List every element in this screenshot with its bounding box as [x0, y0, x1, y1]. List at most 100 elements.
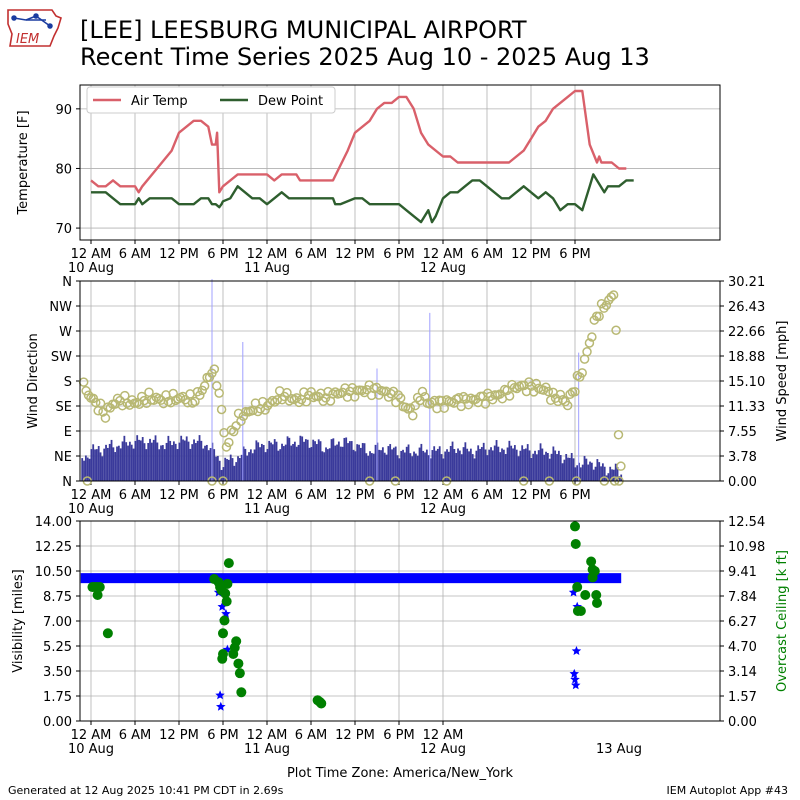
- x-tick-label: 12 PM: [159, 247, 199, 262]
- wind-speed-bar: [403, 452, 406, 481]
- wind-speed-bar: [348, 441, 351, 481]
- wind-speed-bar: [141, 437, 144, 481]
- x-date-label: 11 Aug: [244, 502, 290, 517]
- wind-speed-bar: [517, 456, 520, 481]
- wind-speed-bar: [532, 453, 535, 481]
- ceiling-point: [231, 636, 242, 647]
- visibility-point: [569, 668, 579, 678]
- wind-speed-bar: [501, 448, 503, 481]
- wind-speed-bar: [134, 440, 137, 481]
- wind-speed-bar: [541, 448, 544, 481]
- wind-speed-bar: [471, 454, 474, 481]
- wind-speed-bar: [444, 451, 447, 481]
- wind-speed-bar: [453, 449, 456, 481]
- wind-direction-point: [190, 396, 200, 407]
- x-tick-label: 6 PM: [559, 247, 590, 262]
- wind-speed-bar: [413, 451, 415, 481]
- chart-title: [LEE] LEESBURG MUNICIPAL AIRPORT: [80, 16, 527, 44]
- wind-speed-bar: [282, 446, 285, 481]
- wind-speed-bar: [545, 451, 547, 481]
- wind-speed-bar: [504, 454, 507, 481]
- wind-direction-point: [570, 386, 580, 397]
- wind-speed-bar: [475, 450, 478, 481]
- wind-speed-bar: [499, 452, 502, 481]
- wind-speed-bar: [561, 463, 564, 481]
- wind-speed-bar: [167, 435, 170, 481]
- wind-speed-bar: [231, 458, 234, 481]
- wind-speed-bar: [202, 448, 205, 481]
- wind-speed-bar: [145, 449, 148, 481]
- wind-speed-bar: [490, 447, 492, 481]
- x-tick-label: 12 AM: [423, 728, 464, 743]
- wind-speed-bar: [587, 464, 590, 481]
- y2-axis-label: Overcast Ceiling [k ft]: [775, 550, 790, 692]
- wind-speed-bar: [431, 450, 434, 481]
- y-tick-label: NE: [54, 450, 72, 465]
- wind-speed-bar: [178, 442, 181, 481]
- wind-speed-bar: [187, 441, 190, 481]
- wind-speed-bar: [117, 445, 120, 481]
- x-tick-label: 12 PM: [511, 488, 551, 503]
- x-date-label: 11 Aug: [244, 261, 290, 276]
- y2-axis-label: Wind Speed [mph]: [775, 321, 790, 442]
- wind-speed-bar: [86, 457, 89, 481]
- wind-speed-bar: [543, 454, 546, 481]
- wind-speed-bar: [405, 446, 408, 481]
- wind-speed-bar: [429, 458, 432, 481]
- visibility-point: [217, 601, 227, 611]
- ceiling-point: [570, 521, 580, 532]
- wind-speed-bar: [354, 451, 357, 481]
- wind-speed-bar: [513, 445, 516, 481]
- wind-speed-bar: [288, 437, 291, 481]
- x-tick-label: 6 AM: [295, 247, 328, 262]
- wind-speed-bar: [246, 455, 249, 481]
- wind-speed-bar: [425, 449, 428, 481]
- wind-speed-bar: [171, 445, 173, 481]
- wind-speed-bar: [455, 453, 458, 481]
- wind-speed-bar: [238, 457, 241, 481]
- wind-speed-bar: [449, 445, 452, 481]
- wind-speed-bar: [618, 476, 621, 481]
- wind-speed-bar: [237, 456, 239, 481]
- wind-speed-bar: [194, 443, 197, 481]
- wind-speed-bar: [172, 441, 175, 481]
- wind-speed-bar: [297, 444, 300, 481]
- wind-speed-bar: [213, 449, 216, 481]
- wind-speed-bar: [235, 462, 238, 481]
- wind-direction-point: [466, 393, 476, 404]
- y-tick-label: 3.50: [43, 665, 72, 680]
- wind-speed-bar: [209, 448, 212, 481]
- wind-direction-point: [320, 393, 331, 403]
- visibility-point: [222, 644, 233, 654]
- wind-speed-bar: [550, 453, 553, 481]
- y-tick-label: NW: [49, 300, 72, 315]
- wind-speed-bar: [576, 465, 579, 481]
- x-tick-label: 12 AM: [71, 488, 112, 503]
- wind-speed-bar: [174, 443, 177, 481]
- wind-speed-bar: [299, 435, 302, 481]
- wind-speed-bar: [193, 439, 195, 481]
- wind-speed-bar: [94, 449, 96, 481]
- wind-speed-bar: [460, 454, 463, 481]
- wind-speed-bar: [180, 435, 183, 481]
- wind-speed-bar: [253, 449, 256, 481]
- wind-speed-bar: [255, 440, 258, 481]
- x-tick-label: 12 AM: [247, 247, 288, 262]
- wind-speed-bar: [266, 448, 269, 481]
- wind-direction-point: [214, 388, 224, 398]
- wind-speed-bar: [125, 442, 128, 481]
- wind-speed-bar: [207, 450, 210, 481]
- wind-speed-bar: [334, 445, 337, 481]
- wind-speed-bar: [154, 435, 157, 481]
- wind-direction-point: [480, 399, 491, 409]
- x-date-label: 12 Aug: [420, 261, 466, 276]
- wind-speed-bar: [95, 449, 98, 481]
- wind-direction-point: [410, 400, 420, 411]
- wind-speed-bar: [402, 449, 404, 481]
- ceiling-point: [316, 698, 327, 709]
- wind-speed-bar: [114, 452, 117, 481]
- y-tick-label: SW: [51, 350, 72, 365]
- wind-speed-bar: [563, 459, 566, 481]
- wind-speed-bar: [176, 449, 179, 481]
- wind-speed-bar: [464, 442, 467, 481]
